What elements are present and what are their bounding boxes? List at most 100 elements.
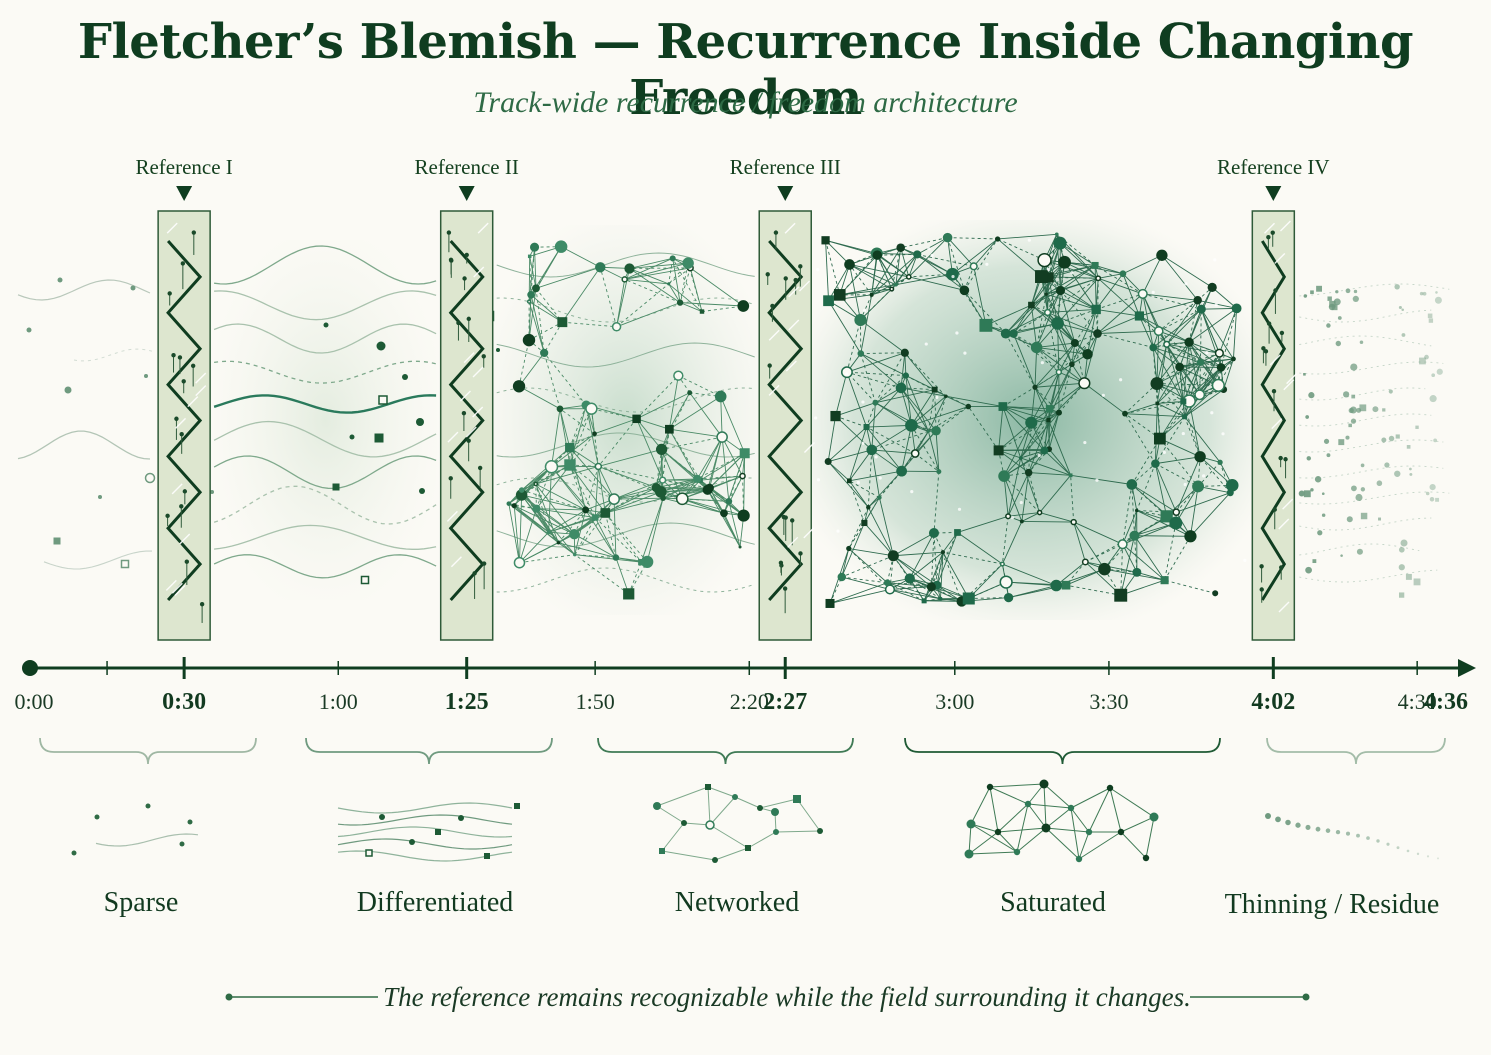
saturated-node <box>1019 519 1024 524</box>
saturated-node <box>1081 558 1089 566</box>
networked-wave <box>496 567 755 593</box>
networked-node <box>592 431 597 437</box>
differentiated-node <box>332 483 340 491</box>
saturated-node <box>1045 405 1054 413</box>
residue-node <box>1376 480 1383 487</box>
saturated-link <box>1136 463 1156 511</box>
saturated-link <box>973 238 998 267</box>
saturated-link <box>998 450 1029 473</box>
networked-link <box>574 554 629 595</box>
residue-node <box>1348 423 1352 428</box>
saturated-node <box>1070 518 1077 526</box>
timeline-label: 0:30 <box>162 689 206 715</box>
reference-band-3: Reference III <box>730 155 841 641</box>
networked-link <box>640 498 664 563</box>
residue-node <box>1350 418 1357 424</box>
saturated-link <box>908 276 965 291</box>
saturated-node <box>1035 270 1048 284</box>
saturated-link <box>1124 383 1158 415</box>
saturated-link <box>933 471 940 534</box>
saturated-sparkle <box>1205 351 1209 355</box>
saturated-link <box>1071 333 1098 365</box>
glyph-node <box>966 819 976 829</box>
networked-link <box>660 491 725 514</box>
saturated-node <box>940 550 946 555</box>
networked-node <box>621 276 628 283</box>
saturated-link <box>1158 308 1202 332</box>
motif-note <box>472 571 477 576</box>
saturated-link <box>1156 366 1181 404</box>
saturated-link <box>1155 463 1199 487</box>
differentiated-node <box>378 395 388 405</box>
saturated-link <box>1199 456 1233 486</box>
saturated-link <box>825 240 830 301</box>
saturated-link <box>1188 362 1201 402</box>
saturated-link <box>860 353 876 403</box>
saturated-link <box>871 288 892 296</box>
saturated-link <box>1156 383 1184 402</box>
motif-highlight <box>165 579 177 591</box>
saturated-node <box>846 478 852 484</box>
residue-node <box>1298 490 1305 497</box>
motif-highlight <box>465 426 477 438</box>
networked-link <box>560 246 601 268</box>
motif-highlight <box>473 266 485 278</box>
saturated-link <box>1074 342 1085 384</box>
saturated-link <box>900 237 948 249</box>
recurrence-motif <box>767 240 804 601</box>
saturated-link <box>1189 486 1199 537</box>
networked-link <box>519 531 549 564</box>
saturated-link <box>876 254 897 285</box>
saturated-link <box>1120 544 1124 596</box>
motif-highlight <box>798 280 810 292</box>
glyph-link <box>989 786 1029 805</box>
networked-link <box>569 405 587 466</box>
glyph-link <box>1045 807 1072 829</box>
saturated-link <box>1184 416 1221 463</box>
saturated-link <box>1166 343 1220 354</box>
differentiated-wave <box>213 323 437 354</box>
networked-link <box>629 262 689 269</box>
motif-note <box>448 257 454 263</box>
networked-link <box>662 479 710 489</box>
saturated-link <box>1028 472 1041 513</box>
glyph-link <box>968 831 999 855</box>
networked-link <box>590 408 599 467</box>
glyph-link <box>1109 787 1122 833</box>
saturated-link <box>1020 457 1041 513</box>
glyph-link <box>997 831 1018 853</box>
glyph-node <box>1396 846 1400 850</box>
networked-node <box>564 459 576 471</box>
saturated-link <box>1179 366 1219 386</box>
saturated-link <box>936 532 958 586</box>
networked-link <box>535 288 563 323</box>
networked-node <box>540 348 549 358</box>
saturated-link <box>900 387 929 432</box>
networked-link <box>655 429 670 488</box>
residue-node <box>1378 517 1382 521</box>
sparse-node <box>53 537 61 545</box>
saturated-link <box>908 273 953 278</box>
saturated-link <box>1154 463 1177 513</box>
residue-node <box>1372 406 1379 413</box>
saturated-link <box>1046 277 1099 295</box>
saturated-sparkle <box>913 588 917 592</box>
saturated-node <box>884 584 896 595</box>
saturated-link <box>1152 347 1184 402</box>
timeline-label: 2:27 <box>763 689 807 715</box>
motif-note <box>1279 330 1285 336</box>
networked-glyph <box>653 784 823 863</box>
saturated-link <box>900 352 906 388</box>
saturated-link <box>1122 273 1140 317</box>
glyph-node <box>379 814 385 820</box>
networked-node <box>573 552 577 557</box>
saturated-link <box>877 254 910 278</box>
saturated-link <box>1159 438 1201 458</box>
networked-node <box>655 443 668 456</box>
networked-link <box>548 509 586 533</box>
networked-link <box>528 301 563 323</box>
saturated-link <box>942 552 963 602</box>
phase-brace <box>597 737 854 765</box>
saturated-link <box>1046 293 1097 310</box>
